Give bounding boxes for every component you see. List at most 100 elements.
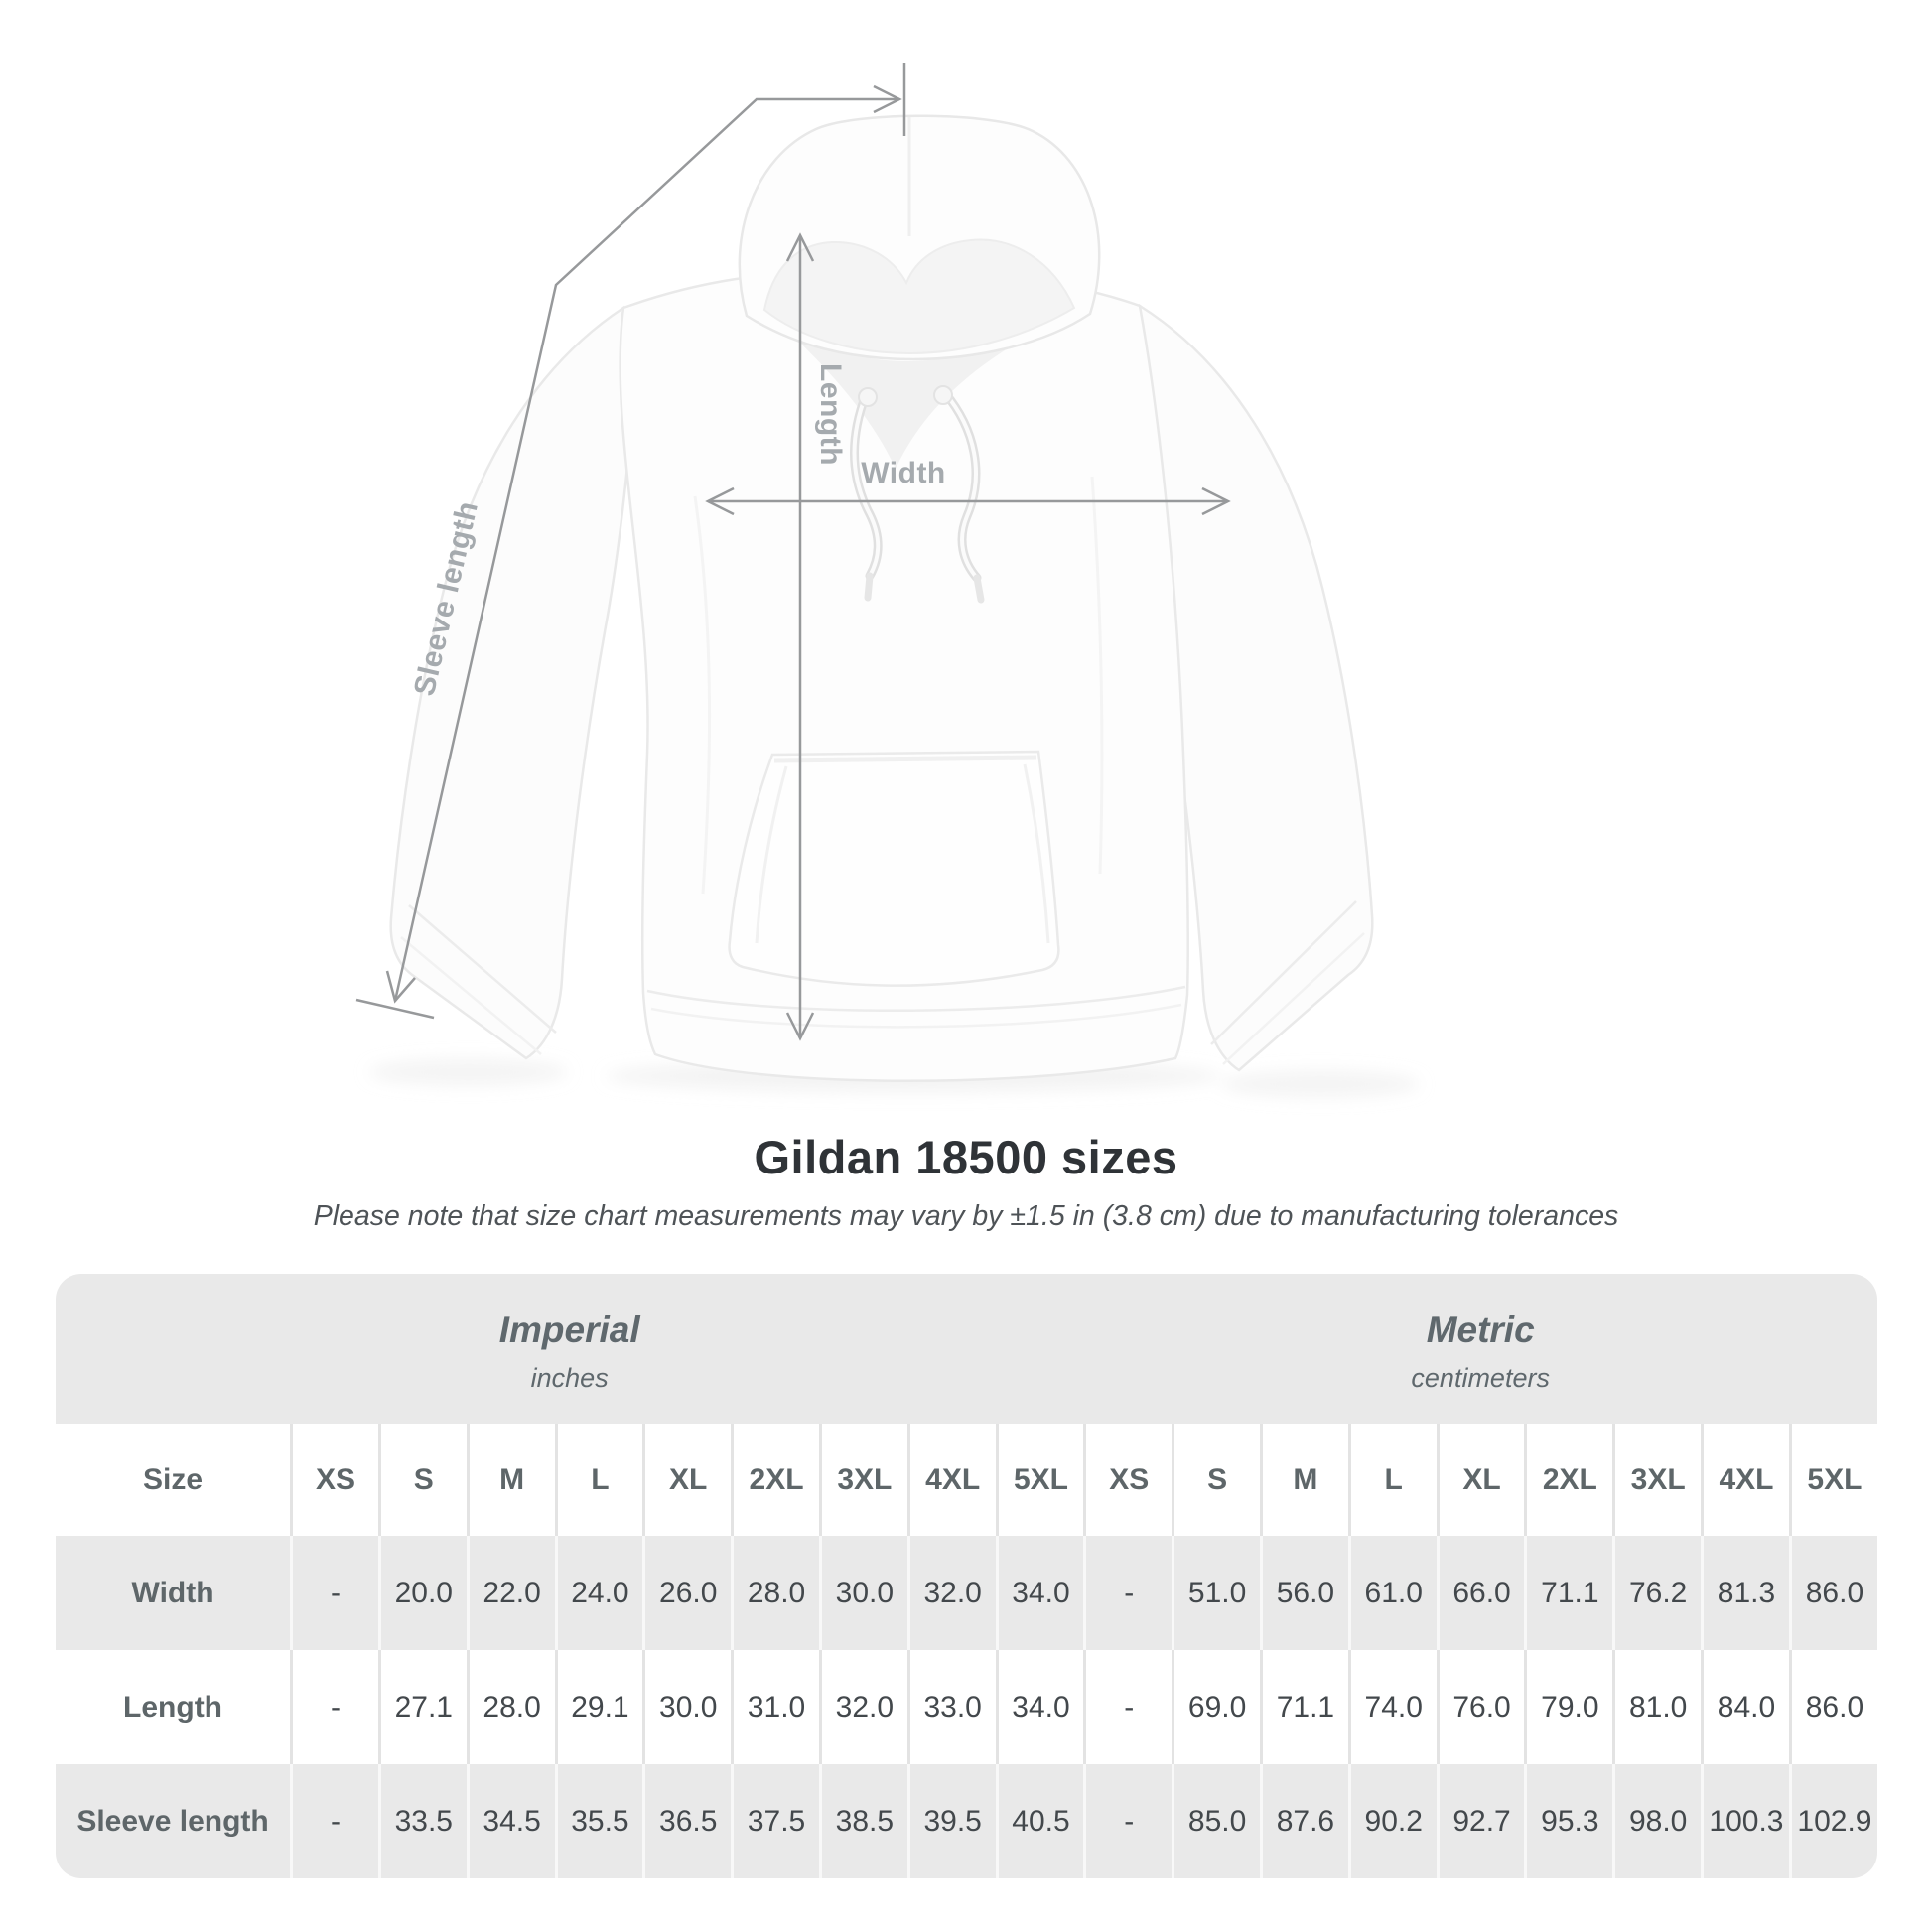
value-cell: - — [290, 1764, 378, 1878]
value-cell: 24.0 — [554, 1536, 643, 1650]
value-cell: 32.0 — [906, 1536, 996, 1650]
table-row-sleeve-length: Sleeve length - 33.5 34.5 35.5 36.5 37.5… — [56, 1764, 1877, 1878]
value-cell: 86.0 — [1788, 1536, 1877, 1650]
arrowhead — [705, 486, 735, 516]
value-cell: 79.0 — [1524, 1650, 1613, 1764]
value-cell: 34.0 — [995, 1536, 1084, 1650]
measurement-row-label: Width — [56, 1536, 291, 1650]
size-col-header: XL — [642, 1424, 732, 1536]
hem-seam — [646, 985, 1186, 1013]
metric-group-name: Metric — [1426, 1310, 1535, 1350]
value-cell: 28.0 — [466, 1650, 555, 1764]
size-col-header: 2XL — [1524, 1424, 1613, 1536]
imperial-group-header: Imperial inches — [56, 1274, 1084, 1424]
hoodie-illustration — [355, 63, 1420, 1097]
value-cell: 90.2 — [1347, 1764, 1437, 1878]
value-cell: 22.0 — [466, 1536, 555, 1650]
value-cell: 36.5 — [642, 1764, 732, 1878]
size-col-header: XS — [1083, 1424, 1173, 1536]
value-cell: 39.5 — [906, 1764, 996, 1878]
size-header-row: Size XS S M L XL 2XL 3XL 4XL 5XL XS S M … — [56, 1424, 1877, 1536]
cuff-tick — [355, 998, 435, 1020]
hoodie-hood — [738, 114, 1101, 361]
size-col-header: XS — [290, 1424, 378, 1536]
size-col-header: M — [1260, 1424, 1348, 1536]
arrowhead — [385, 970, 416, 1004]
value-cell: 95.3 — [1524, 1764, 1613, 1878]
value-cell: 56.0 — [1260, 1536, 1348, 1650]
value-cell: 37.5 — [731, 1764, 819, 1878]
page-subtitle: Please note that size chart measurements… — [313, 1200, 1619, 1232]
width-annotation-label: Width — [861, 457, 946, 489]
metric-group-header: Metric centimeters — [1083, 1274, 1877, 1424]
value-cell: 51.0 — [1172, 1536, 1260, 1650]
value-cell: 20.0 — [377, 1536, 467, 1650]
left-sleeve — [389, 305, 633, 1060]
value-cell: - — [1083, 1536, 1173, 1650]
measurement-row-label: Sleeve length — [56, 1764, 291, 1878]
value-cell: 87.6 — [1260, 1764, 1348, 1878]
value-cell: 86.0 — [1788, 1650, 1877, 1764]
sleeve-length-line — [393, 97, 898, 1002]
size-col-header: S — [377, 1424, 467, 1536]
value-cell: 28.0 — [731, 1536, 819, 1650]
value-cell: 29.1 — [554, 1650, 643, 1764]
value-cell: 69.0 — [1172, 1650, 1260, 1764]
arrowhead — [873, 84, 902, 114]
unit-group-row: Imperial inches Metric centimeters — [56, 1274, 1877, 1424]
value-cell: 34.0 — [995, 1650, 1084, 1764]
arrowhead — [785, 232, 815, 262]
value-cell: 85.0 — [1172, 1764, 1260, 1878]
value-cell: 30.0 — [818, 1536, 907, 1650]
measurement-row-label: Length — [56, 1650, 291, 1764]
imperial-group-name: Imperial — [498, 1310, 640, 1350]
metric-group-unit: centimeters — [1411, 1363, 1550, 1393]
length-annotation-label: Length — [814, 363, 847, 466]
size-column-title: Size — [56, 1424, 291, 1536]
value-cell: 76.2 — [1612, 1536, 1702, 1650]
value-cell: 27.1 — [377, 1650, 467, 1764]
value-cell: 81.0 — [1612, 1650, 1702, 1764]
size-col-header: XL — [1436, 1424, 1525, 1536]
hoodie-sleeves — [389, 303, 1374, 1072]
value-cell: 100.3 — [1701, 1764, 1789, 1878]
value-cell: 102.9 — [1788, 1764, 1877, 1878]
value-cell: 71.1 — [1524, 1536, 1613, 1650]
imperial-group-unit: inches — [530, 1363, 609, 1393]
size-col-header: 5XL — [995, 1424, 1084, 1536]
size-col-header: 3XL — [818, 1424, 907, 1536]
size-chart-table: Imperial inches Metric centimeters Size … — [56, 1274, 1877, 1878]
value-cell: 33.5 — [377, 1764, 467, 1878]
value-cell: - — [290, 1536, 378, 1650]
value-cell: 98.0 — [1612, 1764, 1702, 1878]
size-col-header: L — [1347, 1424, 1437, 1536]
value-cell: - — [1083, 1764, 1173, 1878]
size-col-header: 4XL — [1701, 1424, 1789, 1536]
hoodie-measurement-figure: Length Width Sleeve length — [355, 63, 1420, 1097]
hoodie-pocket — [728, 750, 1060, 987]
arrowhead — [785, 1012, 815, 1041]
value-cell: 38.5 — [818, 1764, 907, 1878]
value-cell: 30.0 — [642, 1650, 732, 1764]
table-row-width: Width - 20.0 22.0 24.0 26.0 28.0 30.0 32… — [56, 1536, 1877, 1650]
value-cell: 81.3 — [1701, 1536, 1789, 1650]
value-cell: 76.0 — [1436, 1650, 1525, 1764]
value-cell: 32.0 — [818, 1650, 907, 1764]
value-cell: 84.0 — [1701, 1650, 1789, 1764]
arrowhead — [1201, 486, 1231, 516]
size-col-header: 5XL — [1788, 1424, 1877, 1536]
size-col-header: M — [466, 1424, 555, 1536]
size-col-header: 2XL — [731, 1424, 819, 1536]
chart-header: Gildan 18500 sizes Please note that size… — [0, 1130, 1932, 1233]
value-cell: 33.0 — [906, 1650, 996, 1764]
value-cell: 40.5 — [995, 1764, 1084, 1878]
measurement-lines — [355, 63, 1231, 1041]
value-cell: 92.7 — [1436, 1764, 1525, 1878]
value-cell: - — [290, 1650, 378, 1764]
value-cell: 34.5 — [466, 1764, 555, 1878]
neck-drape — [784, 324, 1052, 469]
size-col-header: 3XL — [1612, 1424, 1702, 1536]
size-col-header: L — [554, 1424, 643, 1536]
page-title: Gildan 18500 sizes — [754, 1131, 1178, 1183]
